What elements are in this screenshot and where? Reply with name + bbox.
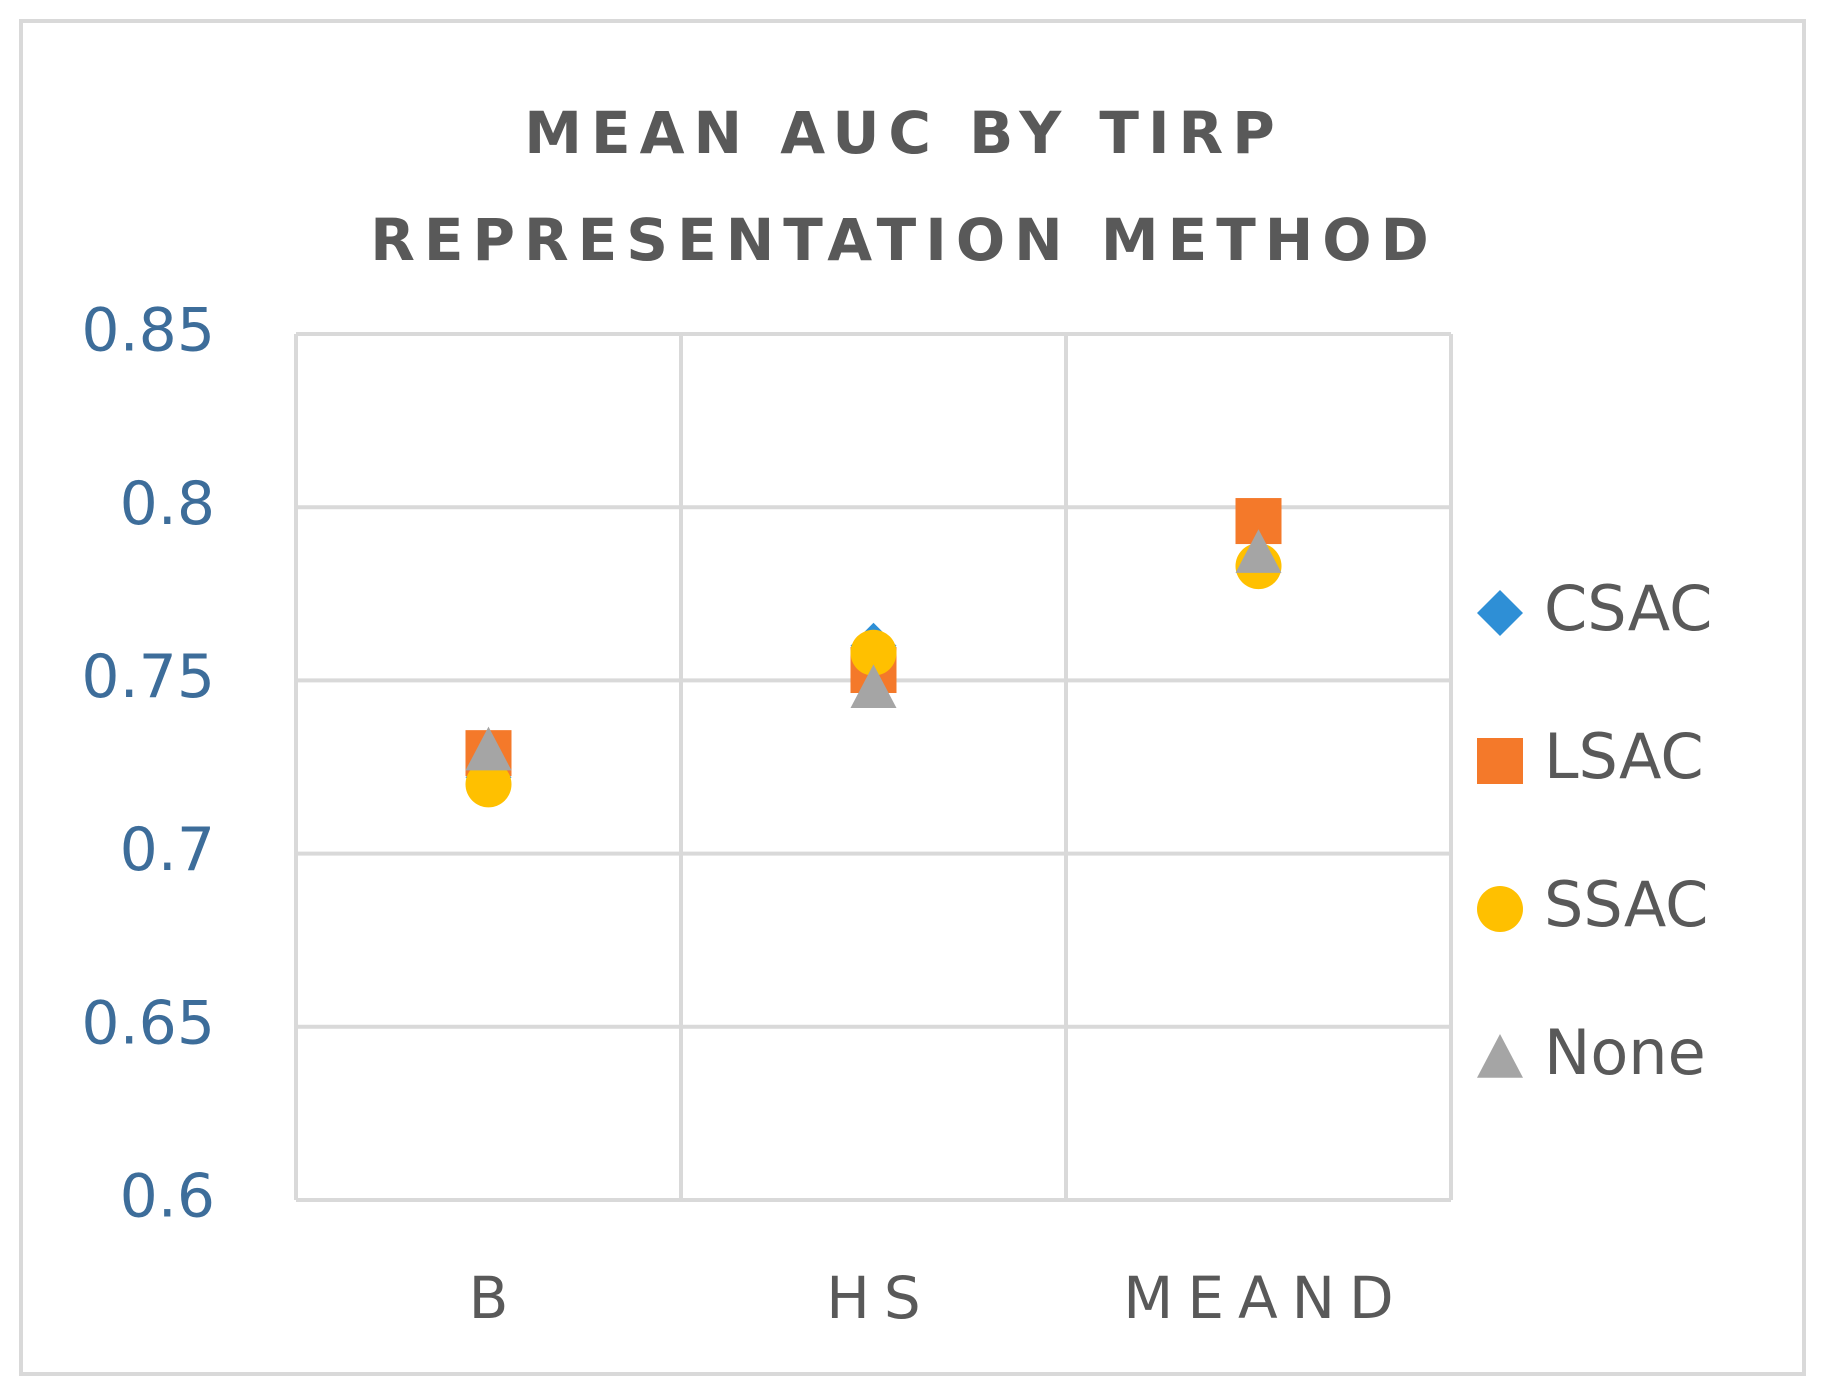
point bbox=[465, 726, 512, 771]
point bbox=[850, 664, 897, 709]
legend-marker bbox=[1477, 886, 1523, 932]
legend-label: CSAC bbox=[1544, 572, 1712, 645]
y-tick-label: 0.6 bbox=[120, 1162, 215, 1232]
point bbox=[1235, 529, 1282, 573]
y-tick-label: 0.75 bbox=[81, 642, 215, 712]
point bbox=[850, 629, 897, 676]
legend-label: LSAC bbox=[1544, 720, 1704, 793]
legend-marker bbox=[1477, 590, 1523, 636]
point bbox=[465, 761, 512, 808]
legend-marker bbox=[1477, 738, 1523, 784]
chart-title: REPRESENTATION METHOD bbox=[370, 206, 1438, 274]
y-tick-label: 0.65 bbox=[81, 988, 215, 1058]
chart-title: MEAN AUC BY TIRP bbox=[524, 99, 1283, 167]
chart-border bbox=[19, 19, 1806, 1376]
x-tick-label: MEAND bbox=[1123, 1264, 1407, 1332]
legend-label: None bbox=[1544, 1016, 1706, 1089]
legend-label: SSAC bbox=[1544, 868, 1708, 941]
y-tick-label: 0.85 bbox=[81, 296, 215, 366]
legend-marker bbox=[1477, 1034, 1523, 1078]
x-tick-label: B bbox=[469, 1264, 523, 1332]
x-tick-label: HS bbox=[826, 1264, 934, 1332]
y-tick-label: 0.8 bbox=[120, 469, 215, 539]
y-tick-label: 0.7 bbox=[120, 815, 215, 885]
